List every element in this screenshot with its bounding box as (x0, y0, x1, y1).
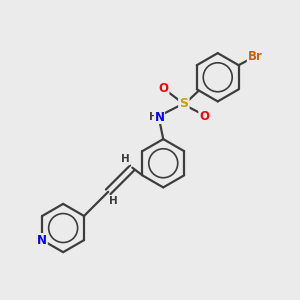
Text: O: O (199, 110, 209, 123)
Text: O: O (159, 82, 169, 95)
Text: S: S (179, 97, 188, 110)
Text: H: H (121, 154, 129, 164)
Text: Br: Br (248, 50, 262, 63)
Text: H: H (148, 112, 157, 122)
Text: N: N (154, 110, 164, 124)
Text: H: H (109, 196, 118, 206)
Text: N: N (37, 234, 47, 247)
